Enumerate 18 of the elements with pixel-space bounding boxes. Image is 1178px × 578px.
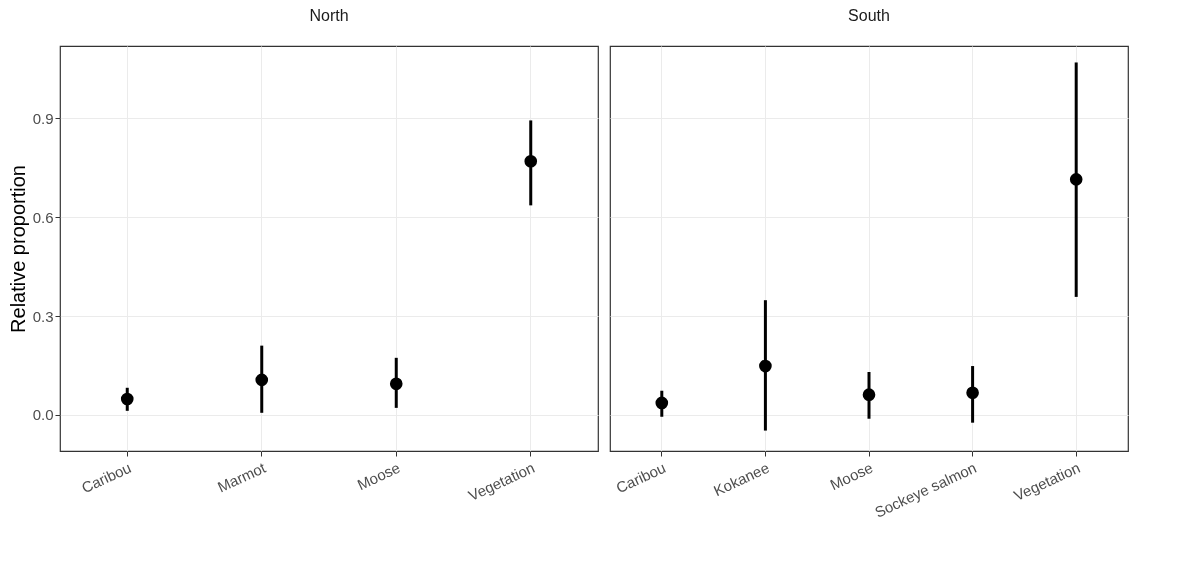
point xyxy=(1069,173,1083,186)
y-tick-label: 0.3 xyxy=(32,307,54,325)
y-tick-label: 0.0 xyxy=(32,406,54,424)
point xyxy=(966,386,979,400)
x-tick-label: Moose xyxy=(354,458,403,494)
chart-title: North xyxy=(309,7,349,24)
point xyxy=(120,392,134,406)
point xyxy=(862,388,876,402)
point xyxy=(389,377,403,391)
y-axis-title: Relative proportion xyxy=(6,165,29,333)
x-tick-label: Moose xyxy=(827,458,876,494)
point xyxy=(255,373,269,387)
y-tick-label: 0.6 xyxy=(32,208,54,226)
chart-title: South xyxy=(848,7,890,24)
y-tick-label: 0.9 xyxy=(32,109,54,127)
point xyxy=(524,154,538,168)
point xyxy=(759,359,772,373)
point xyxy=(655,396,669,410)
